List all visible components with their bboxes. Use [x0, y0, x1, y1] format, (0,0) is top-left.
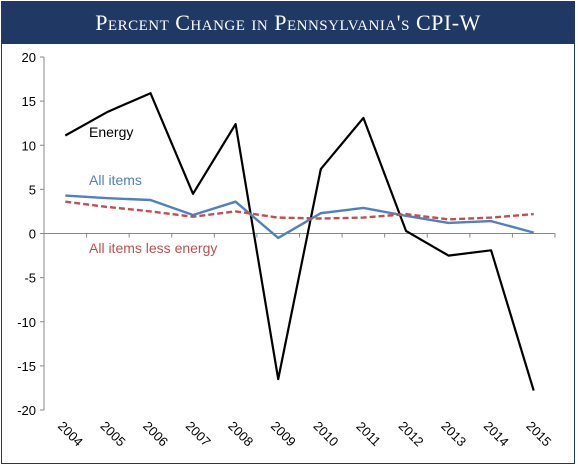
x-tick-label: 2006 [140, 418, 171, 449]
y-tick-label: -20 [17, 403, 36, 418]
series-line-2 [65, 194, 535, 240]
series-label-2: All items [89, 172, 142, 188]
y-tick-label: 15 [22, 94, 36, 109]
x-tick-label: 2005 [98, 418, 129, 449]
series-line-1 [64, 92, 535, 391]
x-tick-label: 2008 [225, 418, 256, 449]
y-tick-label: 10 [22, 138, 36, 153]
x-tick-label: 2012 [396, 418, 427, 449]
axes [40, 56, 556, 411]
x-tick-label: 2007 [183, 418, 214, 449]
y-tick-label: -10 [17, 315, 36, 330]
x-tick-label: 2011 [353, 419, 383, 449]
y-tick-label: -15 [17, 359, 36, 374]
y-tick-label: -5 [24, 271, 36, 286]
x-tick-label: 2014 [481, 418, 512, 449]
x-tick-label: 2013 [438, 418, 469, 449]
series-line-3 [65, 200, 534, 221]
series-label-3: All items less energy [89, 240, 217, 256]
x-tick-label: 2009 [268, 418, 299, 449]
series-label-1: Energy [89, 124, 133, 140]
series-labels: Energy All items All items less energy [89, 124, 217, 256]
y-tick-label: 20 [22, 50, 36, 65]
x-tick-label: 2010 [310, 418, 341, 449]
x-tick-label: 2015 [523, 418, 554, 449]
chart-title: Percent Change in Pennsylvania's CPI-W [2, 2, 574, 44]
y-tick-label: 0 [29, 227, 36, 242]
x-tick-label: 2004 [55, 418, 86, 449]
series-lines [64, 92, 535, 391]
y-tick-label: 5 [29, 182, 36, 197]
